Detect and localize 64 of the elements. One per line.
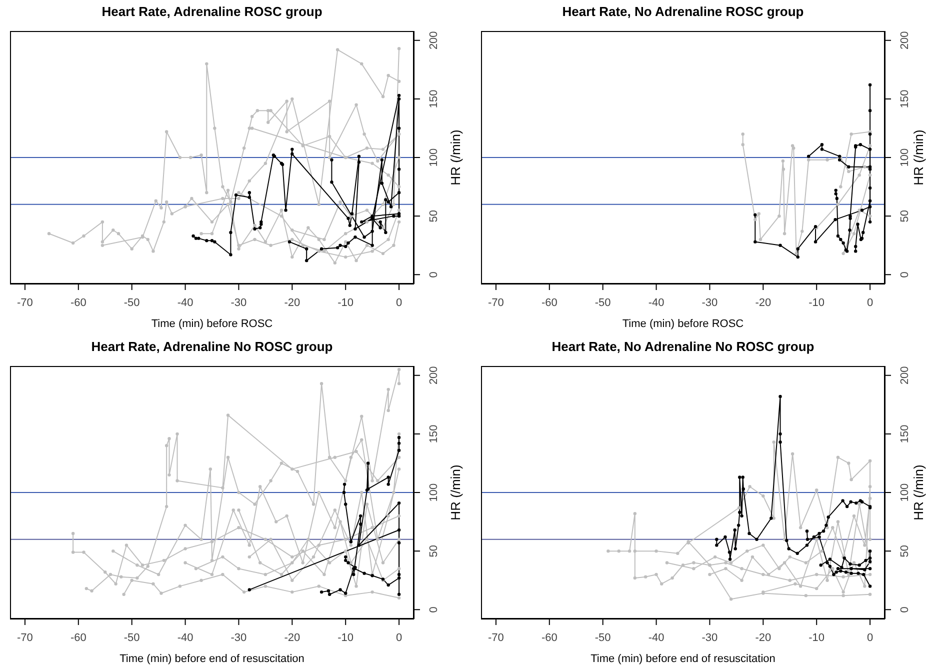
x-tick-label: 0	[396, 632, 402, 644]
y-axis-title: HR (/min)	[448, 464, 463, 520]
chart-title: Heart Rate, No Adrenaline No ROSC group	[550, 339, 816, 354]
y-tick-label: 50	[899, 210, 911, 222]
x-tick-label: -60	[541, 296, 558, 309]
y-tick-label: 100	[899, 148, 911, 167]
x-tick-label: -50	[124, 632, 140, 644]
x-axis-title: Time (min) before end of resuscitation	[120, 653, 304, 665]
y-tick-label: 0	[428, 606, 440, 613]
x-tick-label: -40	[177, 632, 194, 644]
x-tick-label: -40	[648, 296, 664, 309]
x-tick-label: -60	[70, 632, 86, 644]
x-tick-label: 0	[396, 296, 402, 309]
x-tick-label: -50	[594, 632, 611, 644]
x-tick-label: -70	[17, 296, 33, 309]
y-tick-label: 100	[428, 148, 440, 167]
x-tick-label: -50	[594, 296, 611, 309]
y-tick-label: 150	[899, 424, 911, 444]
x-tick-label: -30	[230, 632, 247, 644]
x-tick-label: -60	[70, 296, 86, 309]
y-tick-label: 200	[899, 31, 911, 50]
x-tick-label: -50	[124, 296, 140, 309]
x-tick-label: 0	[866, 296, 874, 309]
x-tick-label: -20	[755, 632, 772, 644]
x-axis-title: Time (min) before end of resuscitation	[590, 653, 776, 665]
y-tick-label: 100	[899, 483, 911, 502]
y-axis-title: HR (/min)	[911, 130, 926, 186]
x-tick-label: -60	[541, 632, 558, 644]
x-tick-label: -10	[338, 632, 354, 644]
x-tick-label: -40	[177, 296, 194, 309]
y-tick-label: 0	[899, 606, 911, 613]
chart-title: Heart Rate, No Adrenaline ROSC group	[561, 4, 805, 19]
chart-title: Heart Rate, Adrenaline No ROSC group	[90, 339, 334, 354]
x-tick-label: -40	[648, 632, 664, 644]
x-tick-label: -30	[702, 296, 718, 309]
y-tick-label: 50	[428, 210, 440, 222]
x-tick-label: -10	[808, 632, 825, 644]
x-tick-label: -20	[284, 296, 300, 309]
y-tick-label: 150	[899, 90, 911, 108]
x-axis-title: Time (min) before ROSC	[151, 318, 273, 330]
y-tick-label: 0	[428, 272, 440, 278]
x-tick-label: -20	[284, 632, 300, 644]
x-tick-label: -70	[488, 632, 504, 644]
x-axis-title: Time (min) before ROSC	[622, 318, 744, 330]
y-axis-title: HR (/min)	[911, 464, 926, 520]
y-tick-label: 200	[428, 31, 440, 50]
y-axis-title: HR (/min)	[448, 130, 463, 186]
y-tick-label: 150	[428, 90, 440, 108]
y-tick-label: 200	[428, 366, 440, 385]
y-tick-label: 50	[899, 544, 911, 558]
x-tick-label: 0	[866, 632, 874, 644]
x-tick-label: -30	[702, 632, 718, 644]
x-tick-label: -70	[488, 296, 504, 309]
y-tick-label: 150	[428, 424, 440, 444]
x-tick-label: -10	[338, 296, 354, 309]
y-tick-label: 50	[428, 544, 440, 558]
x-tick-label: -10	[808, 296, 825, 309]
y-tick-label: 0	[899, 272, 911, 278]
y-tick-label: 100	[428, 483, 440, 502]
x-tick-label: -70	[17, 632, 33, 644]
y-tick-label: 200	[899, 366, 911, 385]
x-tick-label: -30	[230, 296, 247, 309]
chart-title: Heart Rate, Adrenaline ROSC group	[100, 4, 324, 19]
x-tick-label: -20	[755, 296, 772, 309]
